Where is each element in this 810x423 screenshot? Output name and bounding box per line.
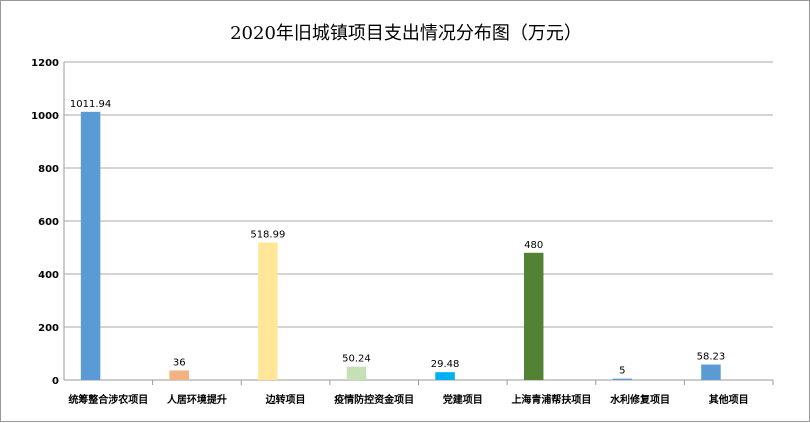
bar — [258, 242, 278, 380]
data-label: 50.24 — [342, 354, 371, 365]
bar — [169, 370, 189, 380]
x-tick-label: 党建项目 — [443, 393, 483, 406]
y-tick-label: 800 — [38, 164, 59, 175]
x-tick-label: 疫情防控资金项目 — [334, 393, 414, 406]
y-tick-label: 1200 — [31, 58, 59, 69]
bar — [346, 366, 367, 380]
data-label: 5 — [619, 366, 625, 377]
x-tick-label: 人居环境提升 — [167, 393, 227, 406]
bar — [523, 252, 544, 380]
y-tick-label: 1000 — [31, 111, 59, 122]
bar — [612, 378, 633, 380]
data-label: 1011.94 — [70, 99, 111, 110]
data-label: 518.99 — [250, 229, 285, 240]
x-tick-label: 边转项目 — [265, 393, 306, 406]
bar — [701, 364, 721, 380]
x-tick-label: 上海青浦帮扶项目 — [511, 393, 591, 406]
data-label: 29.48 — [431, 359, 460, 370]
x-tick-label: 水利修复项目 — [609, 393, 670, 406]
y-tick-label: 400 — [38, 270, 59, 281]
x-tick-label: 其他项目 — [709, 393, 749, 406]
y-tick-label: 200 — [38, 323, 59, 334]
data-label: 36 — [173, 357, 186, 368]
y-tick-label: 0 — [52, 376, 59, 387]
bar — [80, 111, 101, 380]
y-tick-label: 600 — [38, 217, 59, 228]
data-label: 58.23 — [697, 352, 726, 363]
x-tick-label: 统筹整合涉农项目 — [68, 393, 148, 406]
chart-title: 2020年旧城镇项目支出情况分布图（万元） — [230, 23, 582, 44]
bar — [435, 372, 455, 380]
data-label: 480 — [524, 240, 543, 251]
